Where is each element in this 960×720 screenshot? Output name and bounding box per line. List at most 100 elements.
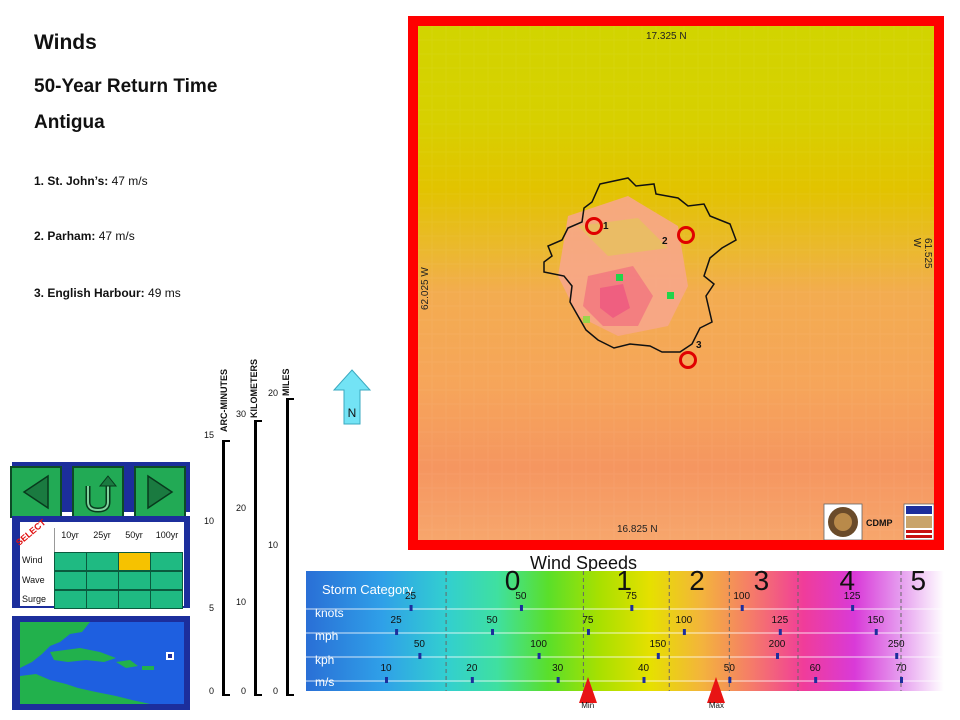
scale-tick-mark: [418, 653, 422, 659]
site-name: 2. Parham:: [34, 229, 96, 243]
site-value: 47 m/s: [111, 174, 148, 188]
site-marker-label: 2: [662, 236, 668, 247]
scale-tick-label: 100: [733, 591, 751, 602]
scale-tick-label: 50: [413, 639, 425, 650]
min-marker-icon: [578, 677, 597, 703]
scale-tick-mark: [814, 677, 818, 683]
wind-map[interactable]: [418, 26, 934, 540]
wind-raster: [418, 26, 934, 540]
grid-cell-wind-50yr[interactable]: [118, 552, 151, 571]
scale-tick: 20: [235, 503, 246, 513]
scale-tick-mark: [556, 677, 560, 683]
east-coordinate: 61.525 W: [911, 238, 933, 269]
scale-tick-label: 200: [768, 639, 786, 650]
wind-speed-legend: Storm Category 0 1 2 3 4 5 knots 25 50 75 100 125 mp…: [306, 565, 944, 710]
selector-grid: SELECT 10yr 25yr 50yr 100yr Wind Wave Su…: [14, 517, 184, 609]
site-marker-2[interactable]: [677, 226, 695, 244]
grid-cell-wave-10yr[interactable]: [54, 571, 87, 590]
grid-cell-wave-25yr[interactable]: [86, 571, 119, 590]
scale-cap: [286, 694, 294, 696]
unit-label-mph: mph: [315, 629, 339, 643]
row-header: Wave: [22, 575, 45, 585]
scale-tick-label: 25: [390, 615, 402, 626]
grid-cell-wave-50yr[interactable]: [118, 571, 151, 590]
site-marker-3[interactable]: [679, 351, 697, 369]
grid-cell-wave-100yr[interactable]: [150, 571, 183, 590]
scale-tick-mark: [656, 653, 660, 659]
max-marker-icon: [707, 677, 726, 703]
min-marker-label: Min: [581, 701, 595, 710]
scale-cap: [222, 694, 230, 696]
scale-tick-mark: [385, 677, 388, 683]
scale-tick-mark: [740, 605, 744, 611]
scale-tick-mark: [778, 629, 782, 635]
scale-tick-label: 50: [515, 591, 527, 602]
color-ramp: [306, 571, 944, 691]
scale-tick-label: 30: [552, 663, 564, 674]
scale-tick-mark: [470, 677, 474, 683]
scale-tick-label: 100: [675, 615, 693, 626]
scale-tick: 20: [267, 388, 278, 398]
usaid-logo: [903, 503, 934, 540]
scale-tick-label: 20: [466, 663, 478, 674]
scale-tick-label: 125: [843, 591, 861, 602]
scale-tick-label: 150: [649, 639, 667, 650]
home-button[interactable]: [72, 466, 124, 518]
return-period-subtitle: 50-Year Return Time: [34, 76, 218, 97]
right-arrow-icon: [147, 474, 174, 510]
inset-map[interactable]: [20, 622, 184, 704]
scale-tick-label: 25: [404, 591, 417, 602]
wind-speed-scale: [306, 571, 944, 691]
scale-cap: [254, 694, 262, 696]
grid-cell-wind-10yr[interactable]: [54, 552, 87, 571]
site-entry-1: 1. St. John’s: 47 m/s: [34, 174, 148, 188]
scale-tick-label: 100: [530, 639, 547, 650]
scale-tick-label: 10: [380, 663, 392, 674]
north-coordinate: 17.325 N: [646, 31, 687, 42]
south-coordinate: 16.825 N: [617, 524, 658, 535]
col-header: 10yr: [61, 530, 79, 540]
grid-cell-surge-100yr[interactable]: [150, 590, 183, 609]
scale-tick-mark: [630, 605, 634, 611]
grid-cell-wind-100yr[interactable]: [150, 552, 183, 571]
scale-tick: 0: [240, 686, 246, 696]
back-button[interactable]: [10, 466, 62, 518]
storm-category-3: 3: [753, 565, 770, 596]
scale-tick-mark: [519, 605, 523, 611]
scale-tick-label: 50: [723, 663, 735, 674]
scale-tick-label: 150: [867, 615, 885, 626]
grid-cell-surge-10yr[interactable]: [54, 590, 87, 609]
scale-tick-mark: [586, 629, 590, 635]
scale-tick-mark: [682, 629, 686, 635]
unit-label-knots: knots: [315, 606, 344, 620]
site-value: 47 m/s: [98, 229, 135, 243]
u-turn-icon: [85, 475, 118, 513]
grid-cell-wind-25yr[interactable]: [86, 552, 119, 571]
scale-tick: 15: [203, 430, 214, 440]
caribbean-inset-map: [20, 622, 174, 704]
miles-label: MILES: [281, 368, 291, 396]
scale-tick-mark: [900, 677, 903, 683]
scale-tick-mark: [642, 677, 646, 683]
storm-category-2: 2: [689, 565, 705, 596]
miles-bar: [286, 398, 289, 696]
row-header: Surge: [22, 594, 47, 604]
legend-title: Wind Speeds: [530, 553, 638, 573]
scale-tick-label: 125: [771, 615, 789, 626]
north-arrow-icon: [332, 369, 372, 425]
site-marker-1[interactable]: [585, 217, 603, 235]
scale-tick-mark: [409, 605, 413, 611]
col-header: 100yr: [155, 530, 179, 540]
site-marker-label: 3: [696, 340, 702, 351]
grid-cell-surge-25yr[interactable]: [86, 590, 119, 609]
grid-cell-surge-50yr[interactable]: [118, 590, 151, 609]
forward-button[interactable]: [134, 466, 186, 518]
scale-tick-label: 70: [895, 663, 907, 674]
scale-tick: 5: [208, 603, 214, 613]
site-name: 3. English Harbour:: [34, 286, 145, 300]
col-header: 50yr: [125, 530, 143, 540]
scale-tick: 10: [235, 597, 246, 607]
scale-tick-mark: [895, 653, 899, 659]
max-marker-label: Max: [708, 701, 725, 710]
scale-tick: 10: [203, 516, 214, 526]
